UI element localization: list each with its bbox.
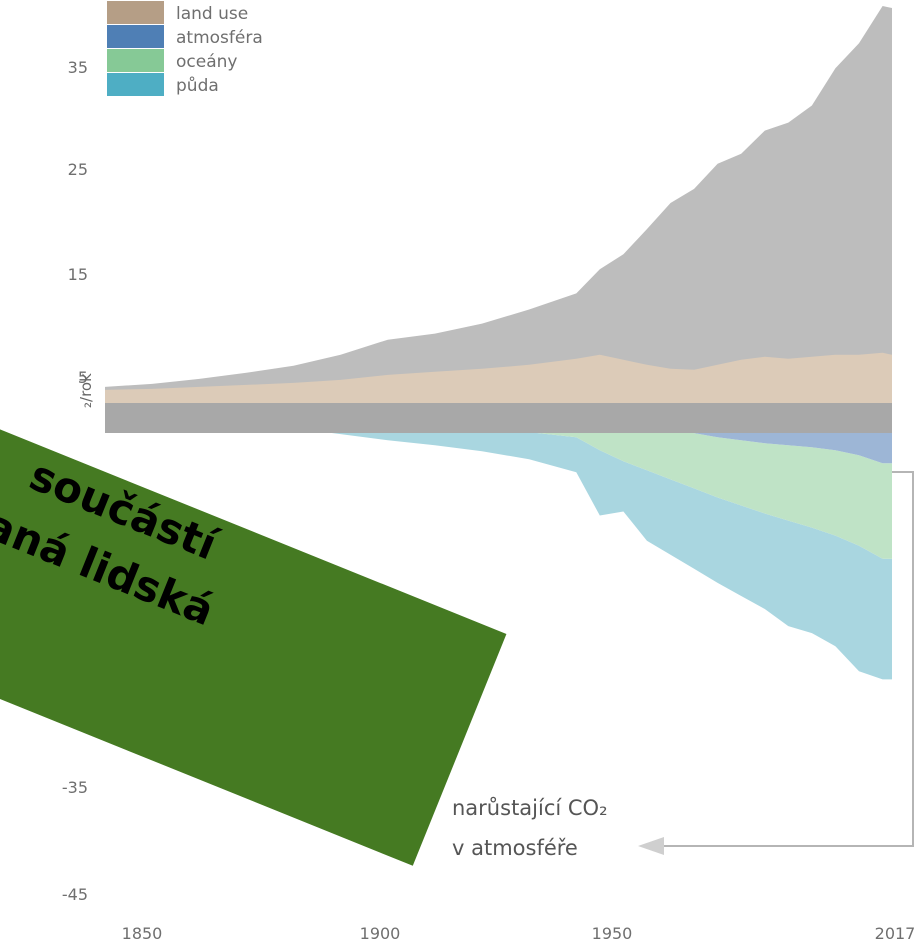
area-land-use xyxy=(105,352,892,405)
annotation-line-1: narůstající CO₂ xyxy=(452,796,608,820)
y-tick-label: 15 xyxy=(68,265,88,284)
legend-swatch xyxy=(107,25,164,48)
area-fossil xyxy=(105,6,892,405)
y-tick-label: 35 xyxy=(68,58,88,77)
legend: land use atmosféra oceány půda xyxy=(107,1,263,96)
zero-band-rect xyxy=(105,403,892,433)
x-tick-label: 1900 xyxy=(360,924,401,943)
y-tick-label: -35 xyxy=(62,778,88,797)
annotation-arrow-head xyxy=(638,837,664,855)
legend-label: atmosféra xyxy=(176,28,263,48)
x-tick-label: 1850 xyxy=(122,924,163,943)
y-tick-label: -45 xyxy=(62,885,88,904)
legend-swatch xyxy=(107,73,164,96)
x-tick-label: 1950 xyxy=(592,924,633,943)
x-tick-label: 2017 xyxy=(875,924,916,943)
annotation: narůstající CO₂ v atmosféře xyxy=(452,471,914,860)
y-tick-label: 5 xyxy=(78,368,88,387)
area-oceany xyxy=(105,405,892,559)
annotation-line-2: v atmosféře xyxy=(452,836,578,860)
zero-band xyxy=(105,403,892,433)
annotation-bracket-line xyxy=(660,471,914,847)
legend-label: land use xyxy=(176,4,248,24)
legend-swatch xyxy=(107,1,164,24)
x-axis-ticks: 1850 1900 1950 2017 xyxy=(122,924,916,943)
y-tick-label: 25 xyxy=(68,160,88,179)
legend-label: půda xyxy=(176,76,219,96)
y-axis-label: ₂/rok xyxy=(77,373,95,408)
legend-swatch xyxy=(107,49,164,72)
y-axis-ticks: 35 25 15 5 -35 -45 xyxy=(62,58,88,904)
legend-label: oceány xyxy=(176,52,237,72)
area-puda xyxy=(105,410,892,680)
